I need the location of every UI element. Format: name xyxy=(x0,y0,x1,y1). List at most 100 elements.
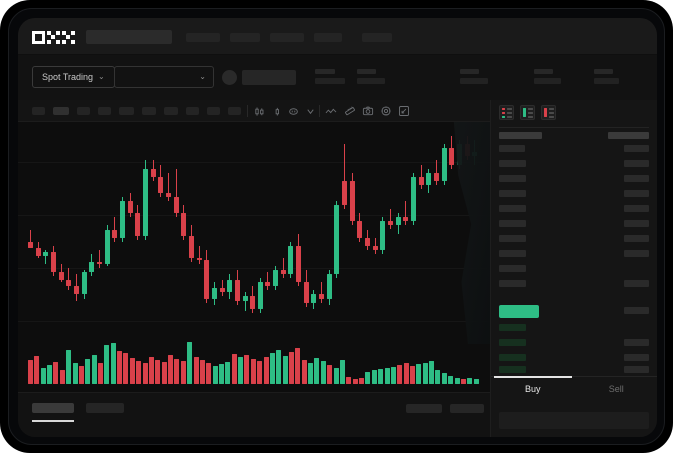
orderbook-row-bid-price[interactable] xyxy=(499,324,526,331)
timeframe-7[interactable] xyxy=(164,107,178,115)
market-subheader: Spot Trading ⌄ ⌄ xyxy=(18,55,657,100)
trading-pair-select[interactable]: ⌄ xyxy=(114,66,214,88)
volume-bar xyxy=(117,351,123,384)
nav-item-3[interactable] xyxy=(270,33,304,42)
orderbook-view-both-icon[interactable] xyxy=(499,105,514,120)
volume-bar xyxy=(339,359,345,384)
volume-bar xyxy=(314,357,320,384)
timeframe-2[interactable] xyxy=(53,107,69,115)
volume-bar xyxy=(308,362,314,384)
candle-body xyxy=(296,245,302,283)
timeframe-1[interactable] xyxy=(32,107,45,115)
orderbook-row-ask-amount[interactable] xyxy=(624,250,649,257)
orderbook-row-bid-amount[interactable] xyxy=(624,366,649,373)
market-type-label: Spot Trading xyxy=(42,72,94,82)
orderbook-row-ask-amount[interactable] xyxy=(624,190,649,197)
candle-body xyxy=(319,294,325,299)
volume-bar xyxy=(244,355,250,384)
orders-action-2[interactable] xyxy=(450,404,484,413)
candle-body xyxy=(372,245,378,250)
volume-bar xyxy=(155,359,161,384)
okx-logo-icon[interactable] xyxy=(32,31,78,44)
candle-body xyxy=(288,245,294,275)
nav-item-1[interactable] xyxy=(186,33,220,42)
volume-bar xyxy=(333,368,339,384)
orderbook-row-bid-amount[interactable] xyxy=(624,354,649,361)
orderbook-row-ask-price[interactable] xyxy=(499,265,526,272)
candle-wick xyxy=(344,144,346,210)
nav-item-5[interactable] xyxy=(362,33,392,42)
orderbook-row-bid-price[interactable] xyxy=(499,366,526,373)
candle-wick xyxy=(30,229,31,248)
tab-sell[interactable]: Sell xyxy=(608,383,624,394)
orderbook-row-ask-amount[interactable] xyxy=(624,175,649,182)
timeframe-8[interactable] xyxy=(186,107,199,115)
fullscreen-icon[interactable] xyxy=(397,104,411,118)
market-type-dropdown[interactable]: Spot Trading ⌄ xyxy=(32,66,115,88)
gear-icon[interactable] xyxy=(379,104,393,118)
orderbook-row-bid-price[interactable] xyxy=(499,339,526,346)
line-chart-icon[interactable] xyxy=(324,104,338,118)
timeframe-9[interactable] xyxy=(207,107,220,115)
orderbook-row-ask-price[interactable] xyxy=(499,145,525,152)
volume-bar xyxy=(47,365,53,384)
chevron-down-icon: ⌄ xyxy=(98,72,105,81)
timeframe-10[interactable] xyxy=(228,107,241,115)
volume-bar xyxy=(384,368,390,384)
orderbook-last-price-highlight[interactable] xyxy=(499,305,539,318)
candle-wick xyxy=(175,168,177,218)
nav-item-4[interactable] xyxy=(314,33,342,42)
order-field-1[interactable] xyxy=(499,412,649,429)
orderbook-row-ask-price[interactable] xyxy=(499,220,526,227)
candle-body xyxy=(119,201,125,238)
bottom-tab-2[interactable] xyxy=(86,403,124,413)
candle-body xyxy=(441,148,447,181)
timeframe-3[interactable] xyxy=(77,107,90,115)
candle-body xyxy=(449,148,455,165)
nav-item-2[interactable] xyxy=(230,33,260,42)
volume-bar xyxy=(390,367,396,384)
timeframe-5[interactable] xyxy=(119,107,134,115)
candlestick-icon[interactable] xyxy=(252,104,266,118)
candle-body xyxy=(135,213,141,236)
orderbook-row-ask-amount[interactable] xyxy=(624,145,649,152)
orderbook-row-ask-price[interactable] xyxy=(499,250,526,257)
bottom-tab-1[interactable] xyxy=(32,403,74,413)
orderbook-row-ask-price[interactable] xyxy=(499,175,526,182)
candle-wick xyxy=(167,172,169,202)
search-input[interactable] xyxy=(86,30,172,44)
volume-bar xyxy=(441,372,447,384)
timeframe-4[interactable] xyxy=(98,107,111,115)
candle-wick xyxy=(390,209,392,230)
candle-body xyxy=(58,272,64,281)
orderbook-row-ask-price[interactable] xyxy=(499,160,526,167)
camera-icon[interactable] xyxy=(361,104,375,118)
orderbook-row-ask-amount[interactable] xyxy=(624,205,649,212)
compare-icon[interactable] xyxy=(303,104,317,118)
orderbook-row-ask-amount[interactable] xyxy=(624,235,649,242)
orderbook-row-ask-amount[interactable] xyxy=(624,160,649,167)
orderbook-row-bid-amount[interactable] xyxy=(624,339,649,346)
orderbook-row-ask-price[interactable] xyxy=(499,280,526,287)
tab-buy[interactable]: Buy xyxy=(491,376,575,400)
orderbook-row-ask-amount[interactable] xyxy=(624,280,649,287)
orders-action-1[interactable] xyxy=(406,404,442,413)
chart-type-icon[interactable] xyxy=(270,104,284,118)
price-chart[interactable] xyxy=(18,122,490,392)
timeframe-6[interactable] xyxy=(142,107,156,115)
indicators-icon[interactable] xyxy=(286,104,300,118)
orderbook-row-bid-price[interactable] xyxy=(499,354,526,361)
ruler-icon[interactable] xyxy=(343,104,357,118)
volume-bar xyxy=(429,360,435,384)
orderbook-row-ask-price[interactable] xyxy=(499,235,526,242)
candle-body xyxy=(142,168,148,236)
orderbook-row-ask-price[interactable] xyxy=(499,190,526,197)
orderbook-view-asks-icon[interactable] xyxy=(541,105,556,120)
candle-body xyxy=(196,257,202,260)
orderbook-view-bids-icon[interactable] xyxy=(520,105,535,120)
volume-bar xyxy=(231,354,237,384)
orderbook-row-ask-amount[interactable] xyxy=(624,220,649,227)
candle-body xyxy=(250,296,256,309)
candle-body xyxy=(181,213,187,236)
orderbook-row-ask-price[interactable] xyxy=(499,205,526,212)
